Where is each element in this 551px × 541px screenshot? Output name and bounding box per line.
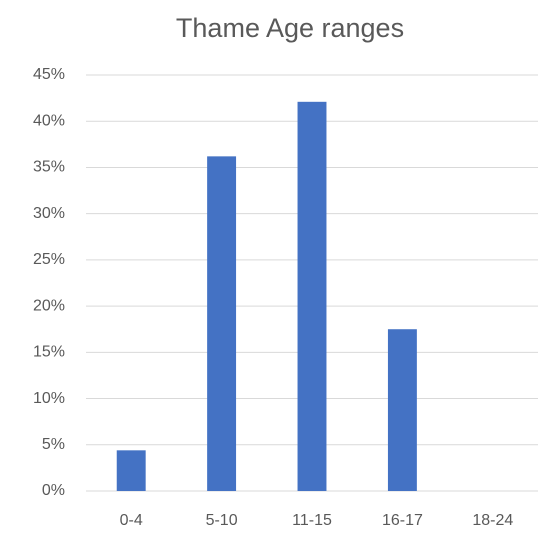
bar <box>207 156 237 491</box>
x-tick-label: 16-17 <box>382 512 423 529</box>
y-tick-label: 30% <box>33 205 65 222</box>
y-tick-label: 35% <box>33 159 65 176</box>
y-tick-label: 10% <box>33 390 65 407</box>
y-tick-label: 5% <box>42 436 65 453</box>
x-tick-label: 5-10 <box>206 512 238 529</box>
y-tick-label: 25% <box>33 251 65 268</box>
chart-title: Thame Age ranges <box>176 13 404 43</box>
y-tick-label: 0% <box>42 482 65 499</box>
bar <box>116 450 146 491</box>
y-tick-label: 20% <box>33 297 65 314</box>
bar <box>297 101 327 491</box>
y-tick-label: 40% <box>33 112 65 129</box>
y-tick-label: 15% <box>33 344 65 361</box>
y-tick-label: 45% <box>33 66 65 83</box>
x-tick-label: 0-4 <box>120 512 143 529</box>
x-tick-label: 11-15 <box>292 512 332 529</box>
bar <box>387 329 417 491</box>
x-tick-label: 18-24 <box>472 512 513 529</box>
